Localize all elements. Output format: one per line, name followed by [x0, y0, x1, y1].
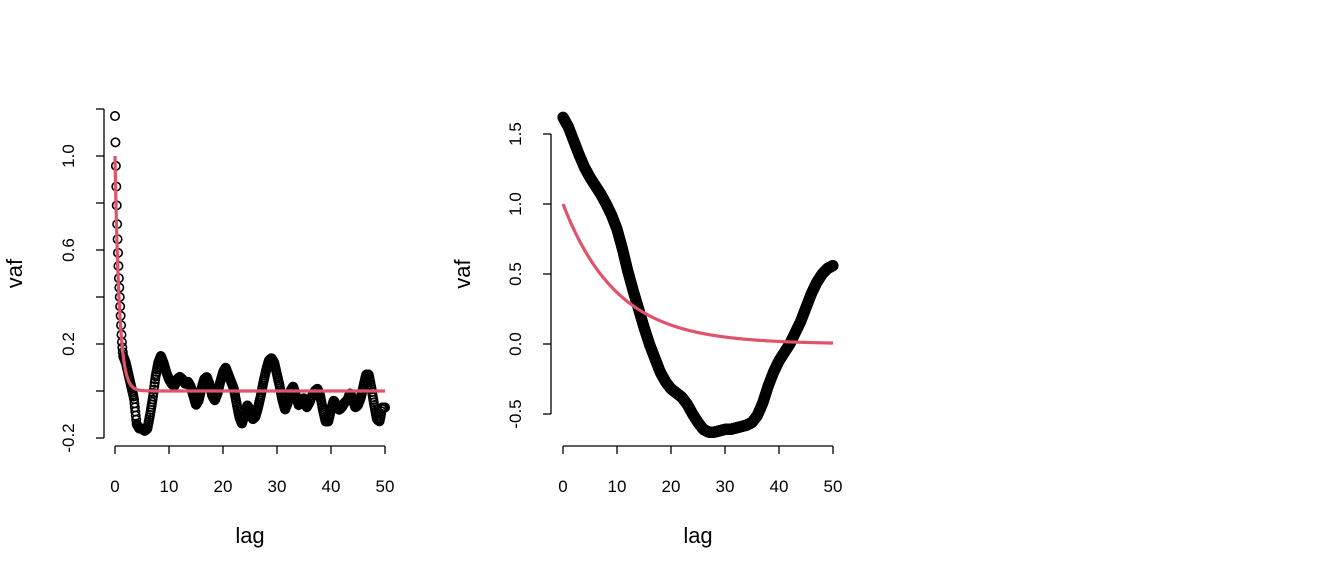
data-point [110, 137, 121, 148]
y-axis-title: vaf [2, 258, 27, 288]
data-point [379, 402, 390, 413]
y-tick-label: -0.2 [59, 423, 78, 452]
y-tick-label: 0.5 [506, 262, 525, 286]
fitted-model-line [113, 155, 385, 393]
data-point [148, 387, 159, 398]
x-axis-title: lag [235, 523, 264, 548]
y-tick-label: 0.2 [59, 332, 78, 356]
right-variogram-plot: 0 10 20 30 40 50 -0.5 0.0 0.5 1.0 1.5 lag vaf [450, 111, 843, 548]
x-tick-label: 30 [716, 477, 735, 496]
y-axis-title: vaf [450, 258, 475, 288]
x-tick-label: 0 [110, 477, 119, 496]
x-tick-label: 40 [770, 477, 789, 496]
empirical-points [110, 111, 390, 436]
y-tick-label: 0.6 [59, 238, 78, 262]
x-tick-label: 10 [608, 477, 627, 496]
x-tick-label: 0 [558, 477, 567, 496]
y-tick-label: 1.5 [506, 122, 525, 146]
x-tick-label: 10 [160, 477, 179, 496]
y-tick-label: 1.0 [59, 144, 78, 168]
y-tick-label: 1.0 [506, 192, 525, 216]
fitted-model-line [561, 203, 834, 345]
x-axis-title: lag [683, 523, 712, 548]
y-tick-label: 0.0 [506, 332, 525, 356]
data-point [110, 111, 121, 122]
y-tick-label: -0.5 [506, 399, 525, 428]
x-tick-label: 50 [824, 477, 843, 496]
x-tick-label: 20 [662, 477, 681, 496]
left-variogram-plot: 0 10 20 30 40 50 -0.2 0.2 0.6 1.0 lag vaf [2, 108, 395, 548]
x-tick-label: 50 [376, 477, 395, 496]
x-tick-label: 40 [322, 477, 341, 496]
x-tick-label: 30 [268, 477, 287, 496]
empirical-points [557, 111, 839, 438]
data-point [827, 260, 839, 272]
x-tick-label: 20 [214, 477, 233, 496]
